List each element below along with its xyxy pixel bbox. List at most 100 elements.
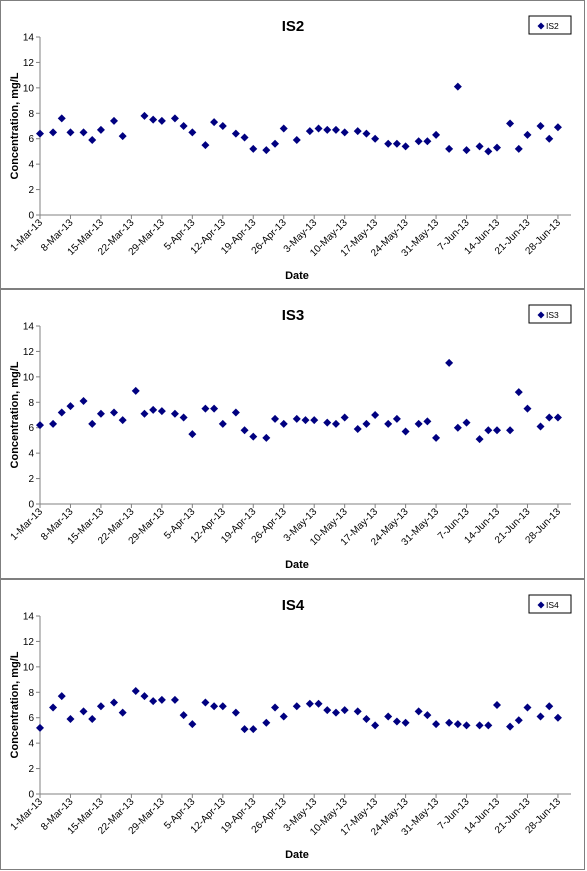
data-point-is4 — [118, 708, 127, 717]
data-point-is4 — [401, 718, 410, 727]
data-point-is2 — [157, 116, 166, 125]
y-tick-label: 0 — [28, 211, 34, 222]
data-point-is4 — [179, 711, 188, 720]
data-point-is2 — [484, 147, 493, 156]
data-point-is4 — [445, 718, 454, 727]
data-point-is2 — [506, 119, 515, 128]
y-tick-label: 14 — [23, 322, 35, 333]
data-point-is3 — [445, 358, 454, 367]
legend-box — [528, 304, 572, 324]
data-point-is4 — [523, 703, 532, 712]
data-point-is4 — [131, 687, 140, 696]
data-point-is2 — [79, 128, 88, 137]
y-tick-label: 8 — [28, 109, 34, 120]
y-tick-label: 2 — [28, 764, 34, 775]
legend-box — [528, 594, 572, 614]
data-point-is3 — [292, 414, 301, 423]
y-tick-label: 10 — [23, 372, 35, 383]
data-point-is4 — [109, 698, 118, 707]
chart-title: IS2 — [282, 18, 305, 35]
data-point-is2 — [201, 141, 210, 150]
chart-title: IS4 — [282, 597, 305, 614]
data-point-is2 — [279, 124, 288, 133]
data-point-is2 — [66, 128, 75, 137]
data-point-is4 — [536, 712, 545, 721]
y-tick-label: 6 — [28, 423, 34, 434]
data-point-is3 — [301, 416, 310, 425]
data-point-is3 — [392, 414, 401, 423]
data-point-is4 — [314, 699, 323, 708]
data-point-is3 — [331, 419, 340, 428]
data-point-is4 — [49, 703, 58, 712]
data-point-is2 — [475, 142, 484, 151]
y-tick-label: 2 — [28, 185, 34, 196]
x-tick-label: 1-Mar-13 — [9, 506, 46, 543]
data-point-is3 — [493, 426, 502, 435]
data-point-is4 — [331, 708, 340, 717]
data-point-is3 — [188, 430, 197, 439]
data-point-is4 — [493, 701, 502, 709]
x-tick-label: 1-Mar-13 — [9, 796, 46, 833]
data-point-is4 — [305, 699, 314, 708]
data-point-is4 — [462, 721, 471, 730]
y-axis-title: Concentration, mg/L — [9, 651, 21, 758]
data-point-is2 — [149, 115, 158, 124]
data-point-is3 — [96, 409, 105, 418]
y-tick-label: 0 — [28, 500, 34, 511]
data-point-is2 — [49, 128, 58, 137]
data-point-is3 — [170, 409, 179, 418]
y-tick-label: 6 — [28, 134, 34, 145]
data-point-is3 — [79, 397, 88, 406]
data-point-is2 — [96, 125, 105, 134]
data-point-is4 — [79, 707, 88, 716]
y-axis-title: Concentration, mg/L — [9, 361, 21, 468]
data-point-is2 — [340, 128, 349, 137]
data-point-is3 — [49, 419, 58, 428]
chart-is4: IS4024681012141-Mar-138-Mar-1315-Mar-132… — [9, 594, 572, 861]
data-point-is3 — [179, 413, 188, 422]
data-point-is4 — [57, 692, 66, 701]
data-point-is3 — [66, 402, 75, 411]
data-point-is3 — [57, 408, 66, 417]
legend: IS4 — [528, 594, 572, 614]
data-point-is3 — [475, 435, 484, 444]
data-point-is4 — [188, 720, 197, 729]
data-point-is2 — [423, 137, 432, 146]
data-point-is2 — [384, 139, 393, 148]
data-point-is2 — [179, 122, 188, 130]
y-tick-label: 4 — [28, 449, 34, 460]
data-point-is3 — [249, 432, 258, 441]
y-tick-label: 4 — [28, 739, 34, 750]
y-tick-label: 12 — [23, 637, 35, 648]
data-point-is4 — [240, 725, 249, 734]
data-point-is3 — [36, 421, 44, 430]
y-tick-label: 6 — [28, 713, 34, 724]
data-point-is4 — [514, 716, 523, 725]
data-point-is2 — [323, 125, 332, 134]
data-point-is4 — [271, 703, 280, 712]
data-point-is4 — [545, 702, 554, 711]
data-point-is4 — [506, 722, 515, 731]
x-axis-title: Date — [285, 849, 309, 861]
data-point-is2 — [271, 139, 280, 148]
data-point-is2 — [240, 133, 249, 142]
data-point-is3 — [88, 419, 97, 428]
y-tick-label: 4 — [28, 160, 34, 171]
data-point-is4 — [88, 714, 97, 723]
data-point-is4 — [371, 721, 380, 730]
data-point-is3 — [157, 407, 166, 416]
x-axis-title: Date — [285, 270, 309, 282]
data-point-is2 — [545, 134, 554, 143]
legend-marker — [537, 311, 545, 319]
legend-marker — [537, 601, 545, 609]
data-point-is4 — [475, 721, 484, 730]
data-point-is4 — [323, 706, 332, 715]
y-tick-label: 0 — [28, 790, 34, 801]
legend-label: IS4 — [546, 600, 559, 610]
data-point-is3 — [201, 404, 210, 413]
data-point-is4 — [210, 702, 219, 711]
data-point-is2 — [445, 144, 454, 153]
chart-panel-is2: IS2 0 2 4 6 8 10 12 14 1-Mar-13 8-Mar-13 15-Mar-13 2… — [0, 0, 585, 289]
data-point-is2 — [392, 139, 401, 148]
data-point-is3 — [140, 409, 149, 418]
